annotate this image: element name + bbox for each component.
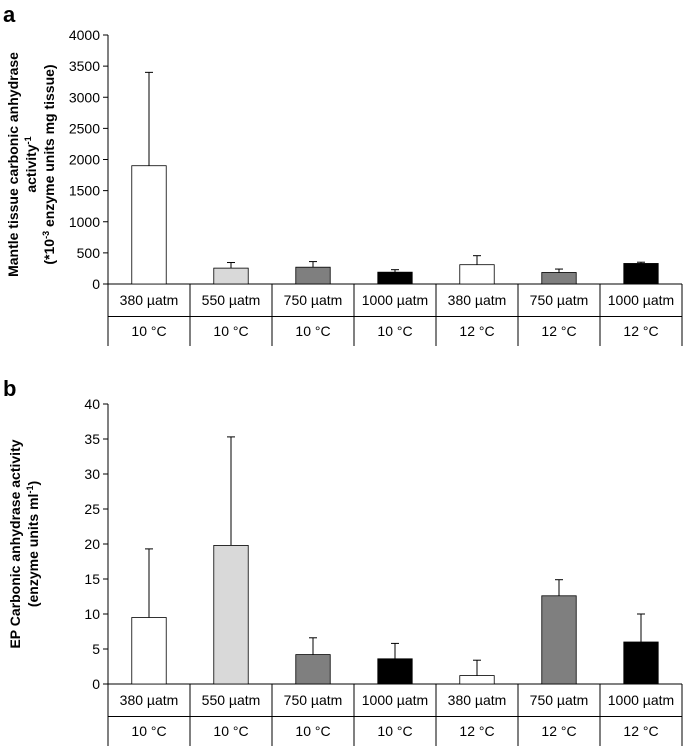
category-co2-label: 750 µatm	[530, 692, 589, 708]
ylabel-superscript: -1	[25, 486, 35, 494]
ylabel-line-3: (*10-3 enzyme units mg tissue)	[41, 64, 57, 264]
category-temp-label: 12 °C	[541, 323, 576, 339]
category-co2-label: 550 µatm	[202, 292, 261, 308]
ylabel-superscript: -1	[23, 136, 33, 144]
bar	[131, 617, 167, 685]
category-temp-label: 10 °C	[131, 723, 166, 739]
category-temp-label: 12 °C	[459, 323, 494, 339]
bar	[213, 545, 249, 685]
category-co2-label: 750 µatm	[284, 692, 343, 708]
chart-panel-b: b 0 5 10 15 20 25 30 35 40 380 µatm 10 °C 550 µatm 10…	[3, 376, 683, 746]
y-tick-label: 0	[92, 276, 100, 292]
ylabel-part: )	[25, 481, 41, 486]
y-tick-label: 2000	[69, 152, 100, 168]
bar	[377, 658, 413, 685]
category-temp-label: 12 °C	[541, 723, 576, 739]
chart-panel-a: a 0 500 1000 1500 2000 2500 3000 3500 4000 380 µat…	[3, 2, 683, 346]
category-temp-label: 10 °C	[213, 323, 248, 339]
bar	[295, 266, 331, 285]
bar	[541, 595, 577, 685]
category-temp-label: 10 °C	[295, 723, 330, 739]
y-tick-label: 3000	[69, 89, 100, 105]
category-temp-label: 12 °C	[623, 723, 658, 739]
category-co2-label: 1000 µatm	[608, 292, 674, 308]
bar	[541, 272, 577, 285]
y-tick-label: 5	[92, 641, 100, 657]
bar	[459, 264, 495, 285]
bar	[623, 641, 659, 685]
category-co2-label: 750 µatm	[284, 292, 343, 308]
ylabel-line-2: (enzyme units ml-1)	[25, 481, 41, 607]
category-co2-label: 380 µatm	[448, 692, 507, 708]
y-tick-label: 25	[84, 501, 100, 517]
ylabel-part: activity	[23, 144, 39, 192]
y-tick-label: 20	[84, 536, 100, 552]
panel-letter: b	[3, 376, 16, 401]
category-temp-label: 10 °C	[295, 323, 330, 339]
category-co2-label: 380 µatm	[448, 292, 507, 308]
y-tick-label: 15	[84, 571, 100, 587]
ylabel-line-1: Mantle tissue carbonic anhydrase	[5, 52, 21, 277]
ylabel-line-2: activity-1	[23, 136, 39, 192]
y-tick-label: 500	[77, 245, 101, 261]
category-temp-label: 12 °C	[623, 323, 658, 339]
panel-letter: a	[3, 2, 16, 27]
y-tick-label: 10	[84, 606, 100, 622]
category-co2-label: 1000 µatm	[362, 692, 428, 708]
category-temp-label: 10 °C	[131, 323, 166, 339]
category-co2-label: 750 µatm	[530, 292, 589, 308]
ylabel-part: enzyme units mg tissue)	[41, 64, 57, 230]
y-tick-label: 0	[92, 676, 100, 692]
category-temp-label: 12 °C	[459, 723, 494, 739]
category-co2-label: 380 µatm	[120, 692, 179, 708]
ylabel-line-1: EP Carbonic anhydrase activity	[7, 439, 23, 648]
category-temp-label: 10 °C	[377, 723, 412, 739]
y-tick-label: 4000	[69, 27, 100, 43]
ylabel-part: (*10	[41, 239, 57, 265]
category-temp-label: 10 °C	[213, 723, 248, 739]
y-tick-label: 40	[84, 396, 100, 412]
y-tick-label: 3500	[69, 58, 100, 74]
y-tick-label: 2500	[69, 120, 100, 136]
y-tick-label: 1000	[69, 214, 100, 230]
category-co2-label: 1000 µatm	[608, 692, 674, 708]
y-tick-label: 1500	[69, 183, 100, 199]
y-tick-label: 35	[84, 431, 100, 447]
bar	[623, 263, 659, 285]
ylabel-superscript: -3	[41, 231, 51, 239]
bar	[131, 165, 167, 285]
bar	[213, 267, 249, 285]
bar	[295, 654, 331, 685]
y-tick-label: 30	[84, 466, 100, 482]
category-co2-label: 1000 µatm	[362, 292, 428, 308]
ylabel-part: (enzyme units ml	[25, 494, 41, 608]
bar	[459, 675, 495, 685]
category-temp-label: 10 °C	[377, 323, 412, 339]
category-co2-label: 380 µatm	[120, 292, 179, 308]
bar	[377, 271, 413, 285]
category-co2-label: 550 µatm	[202, 692, 261, 708]
